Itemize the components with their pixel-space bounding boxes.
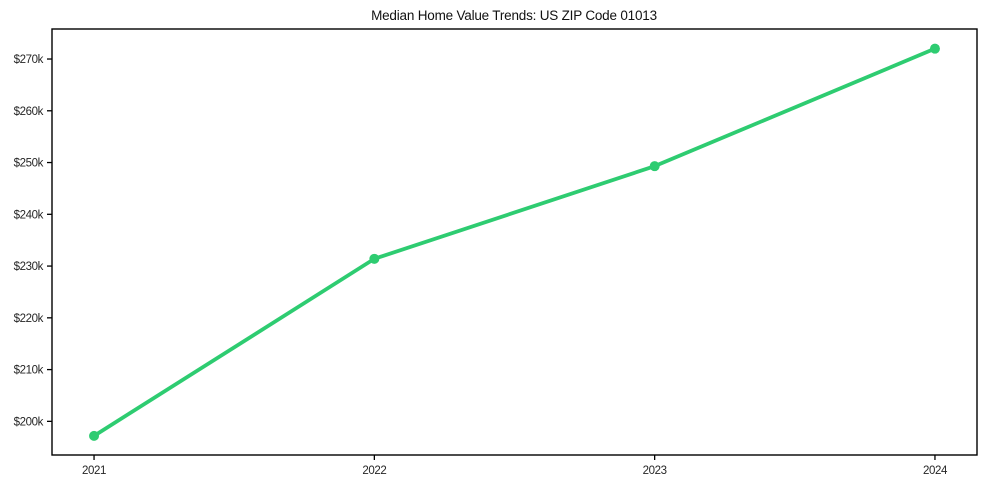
y-tick-label: $260k (14, 106, 44, 118)
x-tick-label: 2024 (923, 465, 948, 477)
x-tick-label: 2021 (82, 465, 106, 477)
x-tick-label: 2023 (643, 465, 667, 477)
plot-frame (51, 28, 978, 456)
y-tick-label: $250k (14, 158, 44, 170)
y-tick-label: $200k (14, 416, 44, 428)
y-tick-label: $230k (14, 261, 44, 273)
data-point-marker (649, 161, 660, 172)
plot-area: $200k $210k $220k $230k $240k $250k $260k $270k… (14, 28, 978, 477)
y-tick-label: $270k (14, 54, 44, 66)
data-point-marker (369, 253, 380, 264)
y-tick-label: $240k (14, 209, 44, 221)
y-tick-label: $210k (14, 365, 44, 377)
data-point-marker (929, 43, 940, 54)
trend-line (92, 46, 937, 438)
data-point-marker (89, 430, 100, 441)
x-tick-label: 2022 (362, 465, 386, 477)
y-tick-label: $220k (14, 313, 44, 325)
chart-title: Median Home Value Trends: US ZIP Code 01… (371, 8, 657, 23)
